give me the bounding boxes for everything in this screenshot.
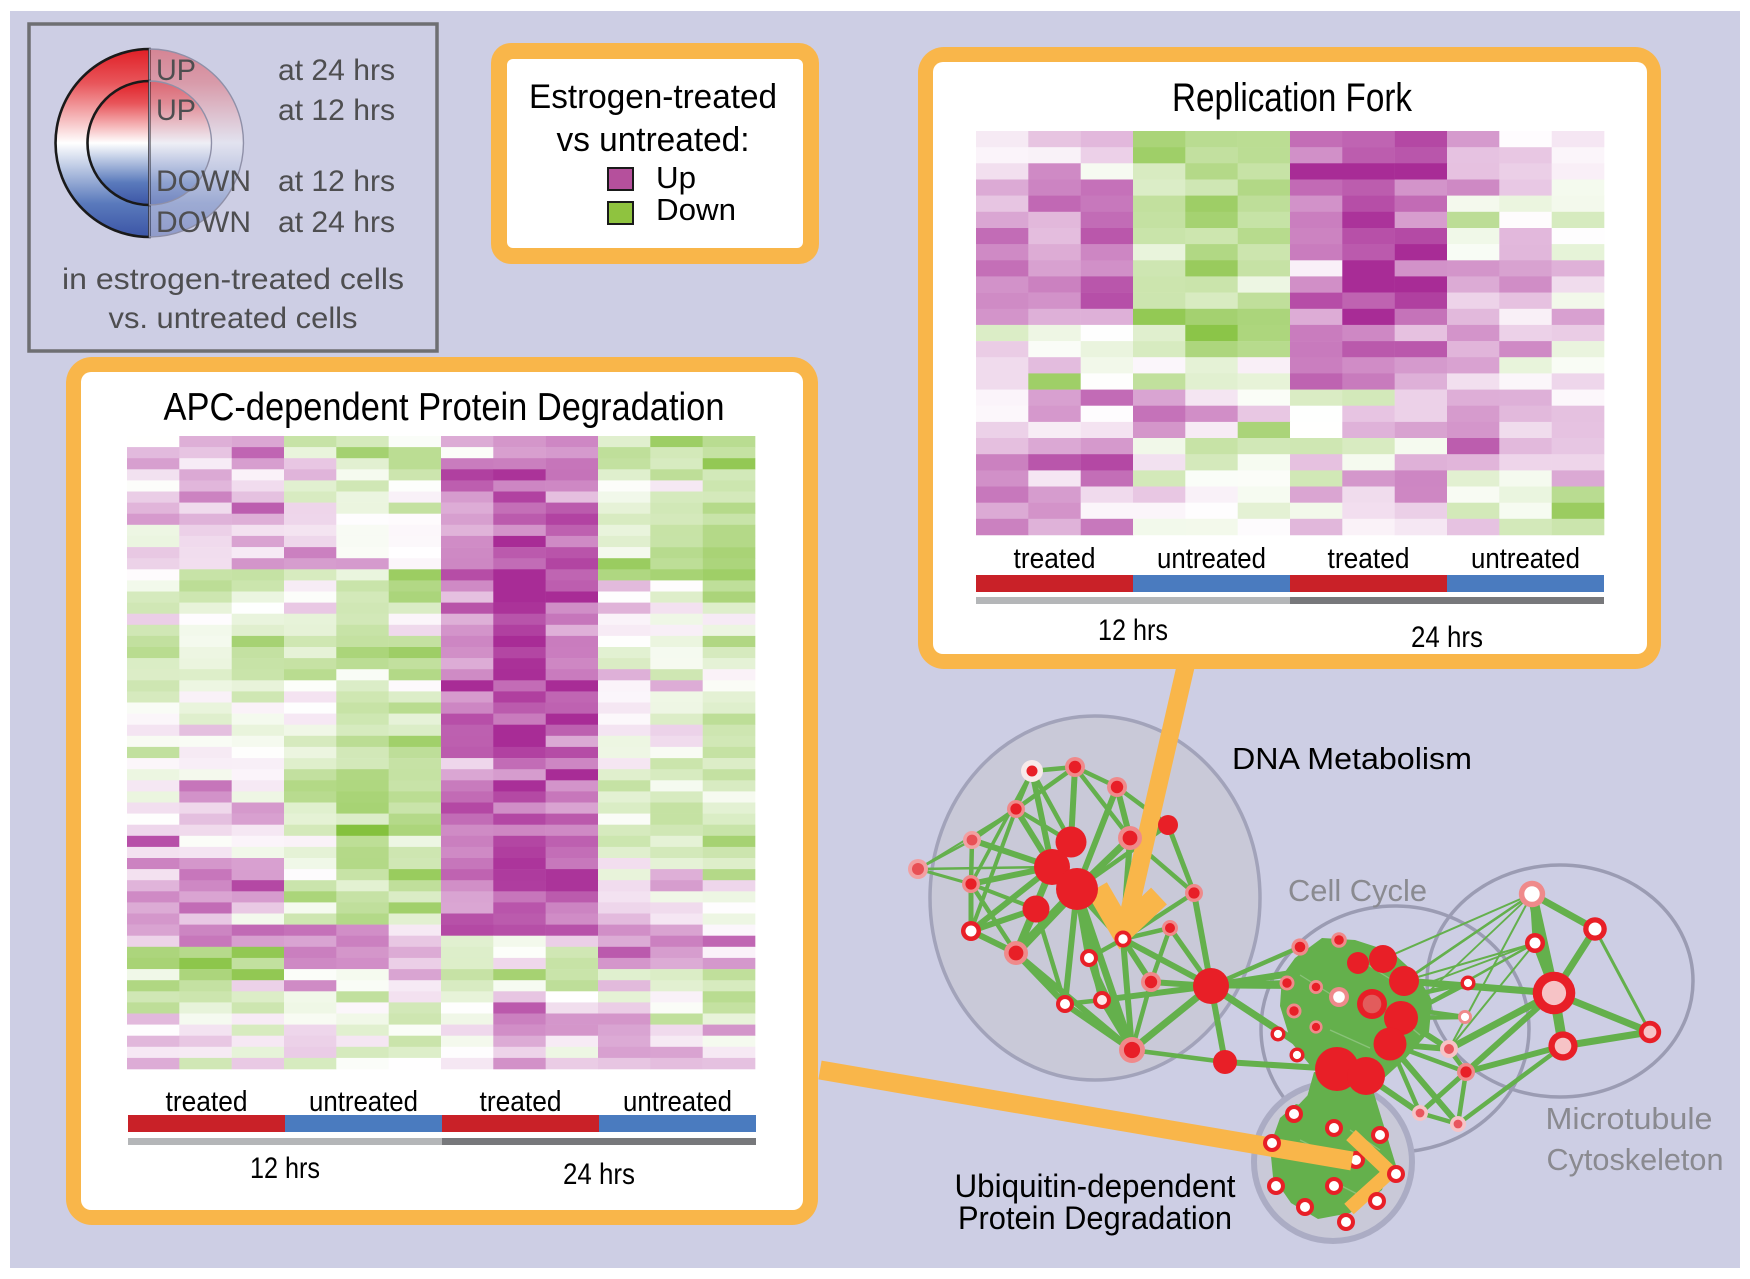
svg-text:Down: Down (656, 192, 736, 227)
svg-text:Up: Up (656, 160, 696, 195)
svg-text:Estrogen-treated: Estrogen-treated (529, 78, 777, 116)
svg-text:untreated: untreated (623, 1086, 732, 1118)
svg-text:at 24 hrs: at 24 hrs (278, 206, 395, 239)
svg-text:Microtubule: Microtubule (1546, 1101, 1713, 1136)
svg-text:Cell Cycle: Cell Cycle (1288, 873, 1427, 908)
svg-text:at 24 hrs: at 24 hrs (278, 54, 395, 87)
svg-text:in estrogen-treated cells: in estrogen-treated cells (62, 263, 404, 296)
svg-text:at 12 hrs: at 12 hrs (278, 94, 395, 127)
svg-text:vs. untreated cells: vs. untreated cells (109, 302, 358, 335)
svg-text:24 hrs: 24 hrs (1411, 621, 1483, 654)
svg-text:treated: treated (166, 1086, 248, 1118)
svg-text:UP: UP (156, 94, 196, 127)
svg-text:APC-dependent Protein Degradat: APC-dependent Protein Degradation (164, 386, 725, 429)
svg-text:DNA Metabolism: DNA Metabolism (1232, 741, 1472, 776)
svg-text:untreated: untreated (309, 1086, 418, 1118)
svg-text:Ubiquitin-dependent: Ubiquitin-dependent (955, 1168, 1236, 1204)
svg-text:at 12 hrs: at 12 hrs (278, 165, 395, 198)
svg-text:DOWN: DOWN (156, 165, 251, 198)
svg-text:treated: treated (1014, 543, 1096, 575)
svg-text:DOWN: DOWN (156, 206, 251, 239)
svg-text:UP: UP (156, 54, 196, 87)
svg-text:treated: treated (1328, 543, 1410, 575)
svg-text:untreated: untreated (1471, 543, 1580, 575)
svg-text:vs untreated:: vs untreated: (557, 121, 750, 159)
svg-text:untreated: untreated (1157, 543, 1266, 575)
svg-text:12 hrs: 12 hrs (250, 1152, 320, 1185)
svg-text:Protein Degradation: Protein Degradation (958, 1200, 1232, 1236)
svg-text:12 hrs: 12 hrs (1098, 614, 1168, 647)
svg-text:Replication Fork: Replication Fork (1172, 76, 1413, 120)
svg-text:Cytoskeleton: Cytoskeleton (1547, 1142, 1724, 1177)
svg-text:treated: treated (480, 1086, 562, 1118)
svg-text:24 hrs: 24 hrs (563, 1158, 635, 1191)
